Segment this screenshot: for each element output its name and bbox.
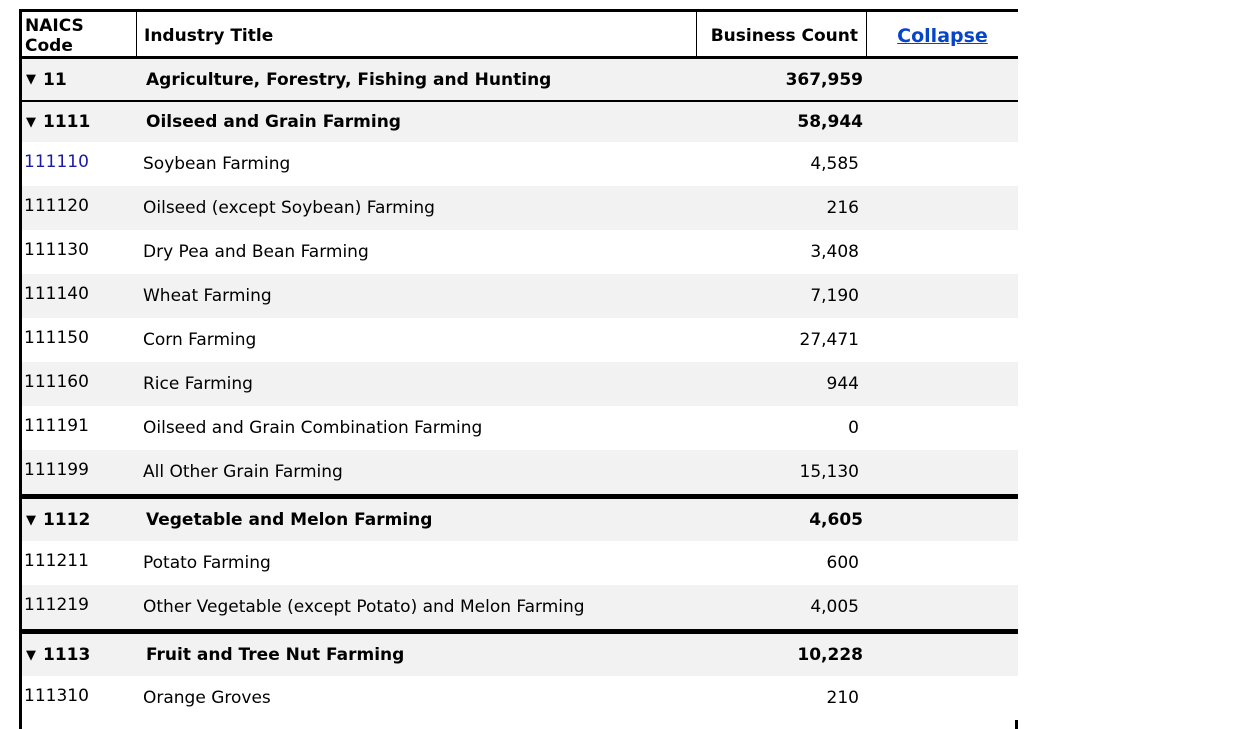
group-code: 1113 [43, 645, 91, 665]
triangle-down-icon[interactable]: ▼ [26, 647, 36, 663]
group-count: 58,944 [797, 112, 863, 132]
industry-title: Dry Pea and Bean Farming [143, 242, 369, 262]
group-row-11[interactable]: ▼ 11 Agriculture, Forestry, Fishing and H… [22, 59, 1018, 100]
naics-code: 111120 [24, 196, 89, 216]
header-naics-code: NAICS Code [22, 12, 137, 59]
naics-table: NAICS Code Industry Title Business Count… [19, 9, 1018, 729]
triangle-down-icon[interactable]: ▼ [26, 512, 36, 528]
group-title: Agriculture, Forestry, Fishing and Hunti… [146, 69, 552, 90]
table-row: 111310 Orange Groves 210 [22, 676, 1018, 720]
industry-title: Orange Groves [143, 688, 271, 708]
table-row: 111130 Dry Pea and Bean Farming 3,408 [22, 230, 1018, 274]
naics-code: 111211 [24, 551, 89, 571]
industry-title: Corn Farming [143, 330, 257, 350]
business-count: 4,005 [810, 597, 859, 617]
header-collapse-cell: Collapse [867, 12, 1018, 59]
industry-title: Soybean Farming [143, 154, 291, 174]
triangle-down-icon[interactable]: ▼ [26, 72, 36, 87]
triangle-down-icon[interactable]: ▼ [26, 114, 36, 130]
business-count: 4,585 [810, 154, 859, 174]
business-count: 600 [826, 553, 859, 573]
business-count: 210 [826, 688, 859, 708]
table-row: 111150 Corn Farming 27,471 [22, 318, 1018, 362]
group-code-cell: ▼ 1113 [22, 634, 137, 676]
table-row: 111191 Oilseed and Grain Combination Far… [22, 406, 1018, 450]
group-count: 367,959 [785, 69, 863, 90]
industry-title: Other Vegetable (except Potato) and Melo… [143, 597, 585, 617]
business-count: 7,190 [810, 286, 859, 306]
business-count: 944 [826, 374, 859, 394]
group-divider [22, 100, 1018, 102]
group-code: 1112 [43, 510, 91, 530]
naics-code: 111191 [24, 416, 89, 436]
naics-code-link[interactable]: 111110 [22, 142, 137, 186]
group-title: Vegetable and Melon Farming [146, 510, 433, 530]
header-business-count: Business Count [697, 12, 867, 59]
naics-code: 111140 [24, 284, 89, 304]
group-count: 10,228 [797, 645, 863, 665]
naics-code: 111310 [24, 686, 89, 706]
group-title: Oilseed and Grain Farming [146, 112, 401, 132]
naics-code: 111219 [24, 595, 89, 615]
industry-title: Wheat Farming [143, 286, 272, 306]
table-row: 111120 Oilseed (except Soybean) Farming … [22, 186, 1018, 230]
table-header: NAICS Code Industry Title Business Count… [22, 12, 1018, 59]
naics-code[interactable]: 111110 [24, 152, 89, 172]
table-row: 111110 Soybean Farming 4,585 [22, 142, 1018, 186]
industry-title: All Other Grain Farming [143, 462, 343, 482]
naics-code: 111130 [24, 240, 89, 260]
business-count: 0 [848, 418, 859, 438]
group-divider [22, 494, 1018, 499]
business-count: 216 [826, 198, 859, 218]
naics-code: 111160 [24, 372, 89, 392]
group-code: 11 [43, 69, 67, 90]
group-divider [22, 629, 1018, 634]
industry-title: Potato Farming [143, 553, 271, 573]
business-count: 3,408 [810, 242, 859, 262]
group-code: 1111 [43, 112, 91, 132]
table-row: 111199 All Other Grain Farming 15,130 [22, 450, 1018, 494]
naics-code: 111199 [24, 460, 89, 480]
business-count: 15,130 [799, 462, 859, 482]
table-row: 111160 Rice Farming 944 [22, 362, 1018, 406]
header-industry-title: Industry Title [137, 12, 697, 59]
group-row-1111[interactable]: ▼ 1111 Oilseed and Grain Farming 58,944 [22, 102, 1018, 142]
business-count: 27,471 [799, 330, 859, 350]
group-count: 4,605 [809, 510, 863, 530]
industry-title: Oilseed and Grain Combination Farming [143, 418, 483, 438]
group-code-cell: ▼ 1111 [22, 102, 137, 142]
naics-code: 111150 [24, 328, 89, 348]
industry-title: Rice Farming [143, 374, 253, 394]
table-row: 111219 Other Vegetable (except Potato) a… [22, 585, 1018, 629]
collapse-link[interactable]: Collapse [897, 24, 988, 47]
table-row: 111140 Wheat Farming 7,190 [22, 274, 1018, 318]
group-row-1113[interactable]: ▼ 1113 Fruit and Tree Nut Farming 10,228 [22, 634, 1018, 676]
industry-title: Oilseed (except Soybean) Farming [143, 198, 435, 218]
group-title: Fruit and Tree Nut Farming [146, 645, 405, 665]
group-code-cell: ▼ 11 [22, 59, 137, 100]
table-row: 111211 Potato Farming 600 [22, 541, 1018, 585]
group-code-cell: ▼ 1112 [22, 499, 137, 541]
group-row-1112[interactable]: ▼ 1112 Vegetable and Melon Farming 4,605 [22, 499, 1018, 541]
